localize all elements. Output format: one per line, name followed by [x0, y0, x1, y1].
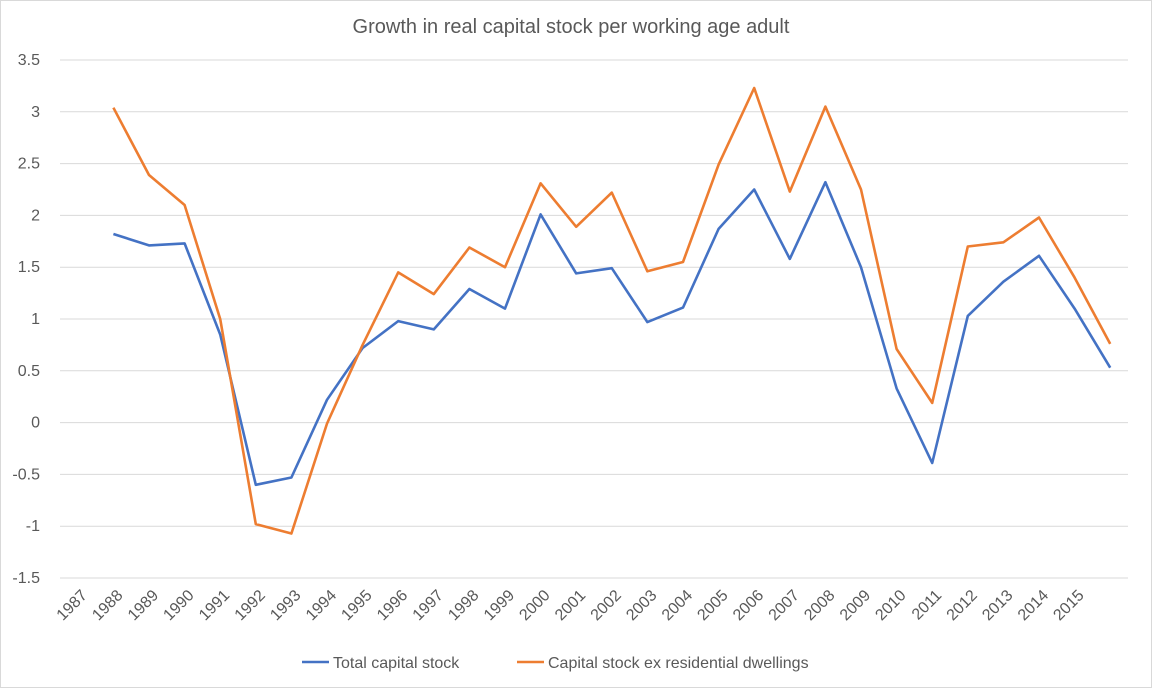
x-tick-label: 2006: [730, 587, 767, 624]
x-tick-label: 2011: [909, 587, 945, 623]
x-tick-label: 2003: [623, 587, 660, 624]
x-tick-label: 2010: [872, 587, 909, 624]
x-tick-label: 1992: [232, 587, 269, 624]
x-tick-label: 2008: [801, 587, 838, 624]
y-tick-label: 1.5: [18, 259, 40, 276]
x-tick-label: 2015: [1050, 587, 1087, 624]
x-tick-label: 1996: [374, 587, 411, 624]
legend-label: Total capital stock: [333, 655, 460, 672]
x-tick-label: 2001: [552, 587, 589, 624]
y-tick-label: 3.5: [18, 52, 40, 69]
y-tick-label: 2: [31, 207, 40, 224]
x-tick-label: 2000: [516, 587, 553, 624]
y-tick-label: -0.5: [12, 466, 40, 483]
legend-label: Capital stock ex residential dwellings: [548, 655, 809, 672]
y-tick-label: -1: [26, 518, 40, 535]
x-tick-label: 1991: [196, 587, 233, 624]
x-tick-label: 1997: [410, 587, 447, 624]
y-tick-label: 0: [31, 415, 40, 432]
x-tick-label: 2012: [944, 587, 981, 624]
x-tick-label: 2009: [837, 587, 874, 624]
x-tick-label: 2014: [1015, 587, 1052, 624]
series-line-capital-stock-ex-residential: [112, 86, 1112, 535]
x-tick-label: 2013: [979, 587, 1016, 624]
x-tick-label: 1995: [338, 587, 375, 624]
x-tick-label: 2002: [588, 587, 625, 624]
x-tick-label: 2005: [694, 587, 731, 624]
x-tick-label: 1988: [89, 587, 126, 624]
x-tick-label: 1989: [125, 587, 162, 624]
x-tick-label: 1998: [445, 587, 482, 624]
x-tick-label: 1999: [481, 587, 518, 624]
series-line-total-capital-stock: [113, 180, 1112, 487]
x-tick-label: 1990: [160, 587, 197, 624]
x-tick-label: 1987: [54, 587, 91, 624]
x-tick-label: 1994: [303, 587, 340, 624]
y-tick-label: 3: [31, 104, 40, 121]
y-tick-label: 1: [31, 311, 40, 328]
x-tick-label: 2004: [659, 587, 696, 624]
y-tick-label: 0.5: [18, 363, 40, 380]
x-tick-label: 1993: [267, 587, 304, 624]
x-tick-label: 2007: [766, 587, 803, 624]
y-tick-label: 2.5: [18, 156, 40, 173]
y-tick-label: -1.5: [12, 570, 40, 587]
chart-title: Growth in real capital stock per working…: [353, 16, 790, 38]
